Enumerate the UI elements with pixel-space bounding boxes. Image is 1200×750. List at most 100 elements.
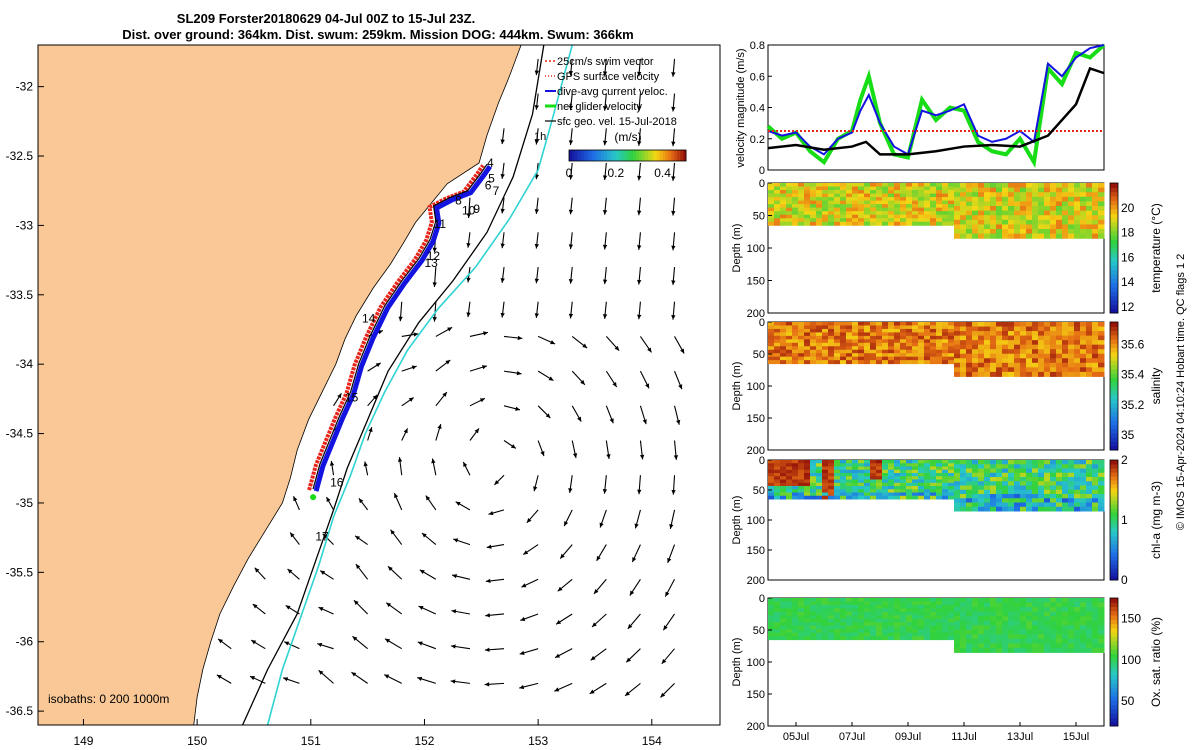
temperature-cell <box>954 229 961 235</box>
oxygen-cell <box>942 611 949 616</box>
oxygen-cell <box>1008 616 1015 622</box>
oxygen-cell <box>1026 625 1033 631</box>
chlorophyll-cell <box>1086 485 1093 491</box>
temperature-cell <box>894 190 901 195</box>
salinity-cell <box>792 349 799 354</box>
chlorophyll-cell <box>1086 472 1093 478</box>
salinity-cell <box>978 335 985 341</box>
chlorophyll-cell <box>1068 464 1075 469</box>
salinity-cell <box>810 346 817 351</box>
chlorophyll-cell <box>1020 464 1027 469</box>
vector-arrowhead <box>634 523 639 529</box>
oxygen-cell <box>828 629 835 634</box>
day-label: 9 <box>473 202 480 216</box>
chlorophyll-cell <box>1026 506 1033 512</box>
chlorophyll-cell <box>834 495 841 500</box>
salinity-cell <box>828 346 835 351</box>
temperature-cell <box>978 233 985 239</box>
chlorophyll-cell <box>858 495 865 500</box>
oxygen-cell <box>834 629 841 634</box>
salinity-cell <box>960 326 967 332</box>
oxygen-cell <box>1032 598 1039 604</box>
salinity-cell <box>1044 353 1051 359</box>
vector-arrowhead <box>387 566 393 571</box>
chlorophyll-cell <box>1086 489 1093 495</box>
temperature-cell <box>960 201 967 207</box>
chlorophyll-cell <box>1026 477 1033 482</box>
oxygen-cell <box>870 608 877 613</box>
oxygen-cell <box>954 602 961 608</box>
salinity-cell <box>984 322 991 328</box>
temperature-cell <box>798 211 805 216</box>
salinity-cell <box>882 332 889 337</box>
salinity-cell <box>864 328 871 333</box>
chlorophyll-cell <box>1044 489 1051 495</box>
vector-arrowhead <box>353 600 359 605</box>
temperature-cell <box>936 200 943 205</box>
temperature-cell <box>1074 215 1081 221</box>
salinity-cell <box>1074 340 1081 346</box>
temperature-cell <box>936 193 943 198</box>
temperature-cell <box>828 207 835 212</box>
salinity-cell <box>864 360 871 365</box>
salinity-cell <box>1020 362 1027 368</box>
salinity-cell <box>804 332 811 337</box>
chlorophyll-colorbar-cell <box>1110 508 1118 513</box>
temperature-cell <box>942 193 949 198</box>
oxygen-cell <box>990 643 997 649</box>
temperature-cell <box>1002 210 1009 216</box>
salinity-cell <box>780 328 787 333</box>
chlorophyll-cell <box>912 495 919 500</box>
chlorophyll-cell <box>774 463 781 467</box>
salinity-colorbar-cell <box>1110 390 1118 396</box>
chlorophyll-cell <box>834 489 841 493</box>
temperature-cell <box>882 190 889 195</box>
temperature-cell <box>936 207 943 212</box>
salinity-cell <box>1002 331 1009 337</box>
chlorophyll-y-tick-label: 150 <box>747 545 765 557</box>
vector-arrowhead <box>602 210 608 215</box>
chlorophyll-cell <box>786 466 793 471</box>
vector-arrowhead <box>285 605 291 610</box>
temperature-cell <box>822 193 829 198</box>
chlorophyll-cell <box>870 460 877 464</box>
oxygen-cell <box>1056 629 1063 635</box>
chlorophyll-cell <box>888 476 895 480</box>
salinity-cell <box>846 353 853 358</box>
salinity-cell <box>972 326 979 332</box>
salinity-cell <box>1044 349 1051 355</box>
temperature-cell <box>810 214 817 219</box>
salinity-cell <box>906 322 913 326</box>
oxygen-colorbar-cell <box>1110 691 1118 697</box>
oxygen-cell <box>846 604 853 609</box>
chlorophyll-cell <box>966 468 973 474</box>
salinity-cell <box>786 349 793 354</box>
temperature-cell <box>906 197 913 202</box>
oxygen-cell <box>1050 611 1057 617</box>
chlorophyll-cell <box>1092 494 1099 499</box>
oxygen-cell <box>1080 602 1087 608</box>
salinity-cell <box>834 360 841 365</box>
chlorophyll-cell <box>960 485 967 491</box>
salinity-cell <box>924 328 931 333</box>
vector-arrowhead <box>568 70 574 76</box>
oxygen-cell <box>1008 598 1015 604</box>
temperature-cell <box>948 193 955 198</box>
salinity-cell <box>1008 371 1015 377</box>
vector-arrowhead <box>463 461 468 467</box>
chlorophyll-colorbar-cell <box>1110 476 1118 481</box>
salinity-cell <box>1098 371 1105 377</box>
temperature-cell <box>846 183 853 188</box>
oxygen-cell <box>798 618 805 623</box>
chlorophyll-cell <box>1038 502 1045 508</box>
oxygen-cell <box>1062 643 1069 649</box>
temperature-cell <box>990 229 997 235</box>
chlorophyll-cell <box>840 482 847 487</box>
oxygen-cell <box>936 598 943 602</box>
temperature-cell <box>1032 192 1039 198</box>
chlorophyll-cell <box>1062 477 1069 482</box>
oxygen-cell <box>798 629 805 634</box>
salinity-colorbar-cell <box>1110 339 1118 344</box>
salinity-cell <box>804 325 811 330</box>
